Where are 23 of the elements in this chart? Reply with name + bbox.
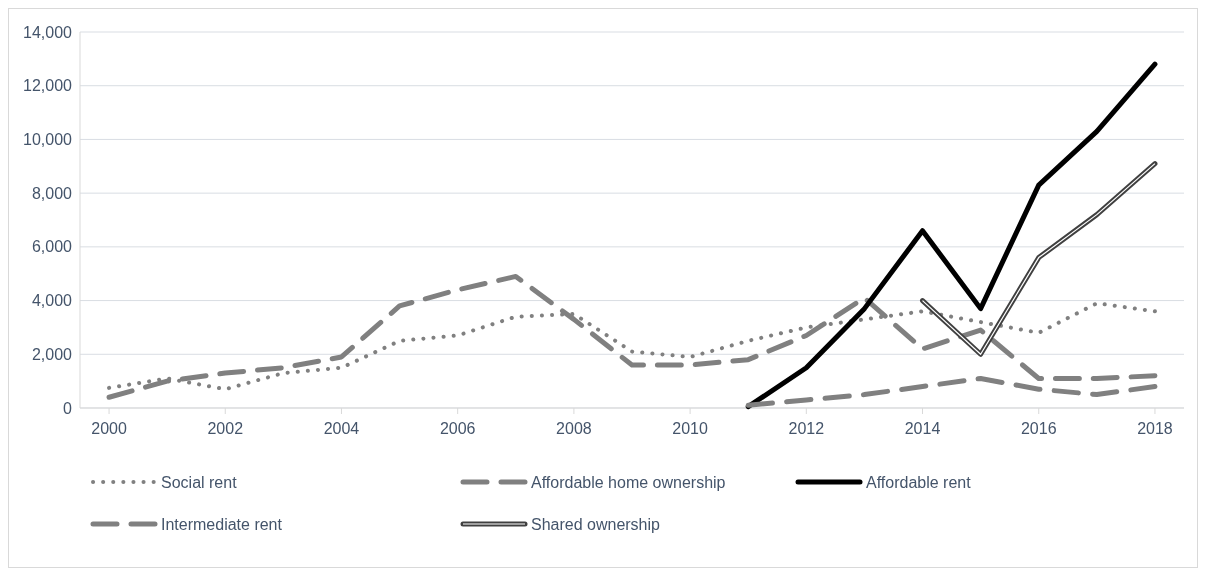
- y-tick-label: 0: [63, 399, 73, 417]
- legend-label: Affordable rent: [866, 473, 972, 491]
- x-tick-label: 2018: [1137, 420, 1173, 437]
- y-tick-label: 14,000: [23, 23, 73, 41]
- x-tick-label: 2012: [788, 420, 825, 437]
- legend-label: Shared ownership: [531, 515, 661, 533]
- legend-label: Intermediate rent: [161, 515, 283, 533]
- x-tick-label: 2008: [556, 420, 592, 437]
- x-tick-label: 2010: [672, 420, 708, 437]
- y-tick-label: 6,000: [31, 238, 73, 256]
- y-tick-label: 8,000: [31, 184, 73, 202]
- x-tick-label: 2014: [904, 420, 941, 437]
- x-tick-label: 2006: [439, 420, 476, 437]
- y-tick-label: 12,000: [23, 77, 73, 95]
- x-tick-label: 2016: [1020, 420, 1057, 437]
- y-tick-label: 10,000: [23, 131, 73, 149]
- legend-label: Social rent: [161, 473, 238, 491]
- y-tick-label: 4,000: [31, 292, 73, 310]
- legend-label: Affordable home ownership: [531, 473, 726, 491]
- x-tick-label: 2004: [323, 420, 360, 437]
- y-tick-label: 2,000: [31, 345, 73, 363]
- x-tick-label: 2000: [91, 420, 127, 437]
- x-tick-label: 2002: [207, 420, 244, 437]
